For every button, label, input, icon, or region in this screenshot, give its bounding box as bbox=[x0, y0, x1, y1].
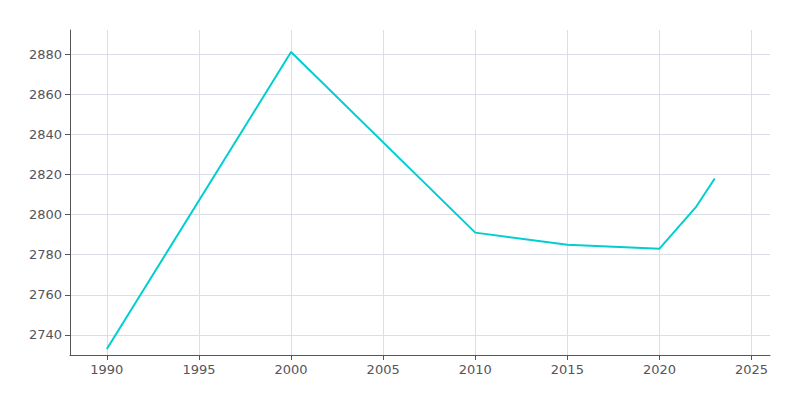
svg-text:1995: 1995 bbox=[182, 362, 215, 377]
svg-text:2010: 2010 bbox=[459, 362, 492, 377]
svg-text:2760: 2760 bbox=[29, 287, 62, 302]
svg-text:2880: 2880 bbox=[29, 47, 62, 62]
svg-text:2780: 2780 bbox=[29, 247, 62, 262]
svg-text:2005: 2005 bbox=[367, 362, 400, 377]
svg-text:2020: 2020 bbox=[643, 362, 676, 377]
svg-text:2025: 2025 bbox=[735, 362, 768, 377]
svg-text:1990: 1990 bbox=[90, 362, 123, 377]
svg-text:2000: 2000 bbox=[275, 362, 308, 377]
svg-text:2800: 2800 bbox=[29, 207, 62, 222]
svg-text:2015: 2015 bbox=[551, 362, 584, 377]
svg-text:2840: 2840 bbox=[29, 127, 62, 142]
svg-text:2740: 2740 bbox=[29, 327, 62, 342]
svg-text:2860: 2860 bbox=[29, 87, 62, 102]
svg-text:2820: 2820 bbox=[29, 167, 62, 182]
